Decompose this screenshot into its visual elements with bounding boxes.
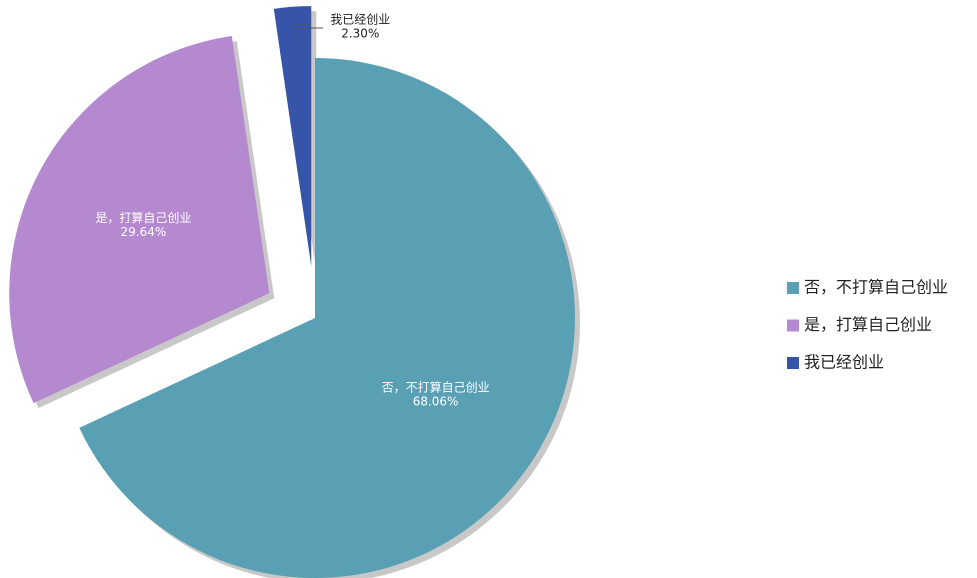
legend-label: 是，打算自己创业: [804, 315, 932, 334]
slice-value-label: 68.06%: [413, 394, 459, 408]
slice: [79, 58, 575, 578]
legend-label: 我已经创业: [804, 353, 884, 372]
slice-value-label: 29.64%: [121, 225, 167, 239]
slice: [273, 6, 312, 267]
legend-label: 否，不打算自己创业: [804, 278, 948, 297]
slice-label: 否，不打算自己创业: [382, 379, 490, 394]
slice-label: 我已经创业: [330, 13, 390, 27]
slice-label: 是，打算自己创业: [95, 210, 191, 225]
legend-swatch: [787, 357, 799, 369]
slice-value-label: 2.30%: [341, 27, 379, 41]
slices: [9, 6, 575, 578]
leader-line: [294, 27, 324, 46]
slice: [9, 36, 270, 404]
legend-swatch: [787, 282, 799, 294]
legend-swatch: [787, 319, 799, 332]
